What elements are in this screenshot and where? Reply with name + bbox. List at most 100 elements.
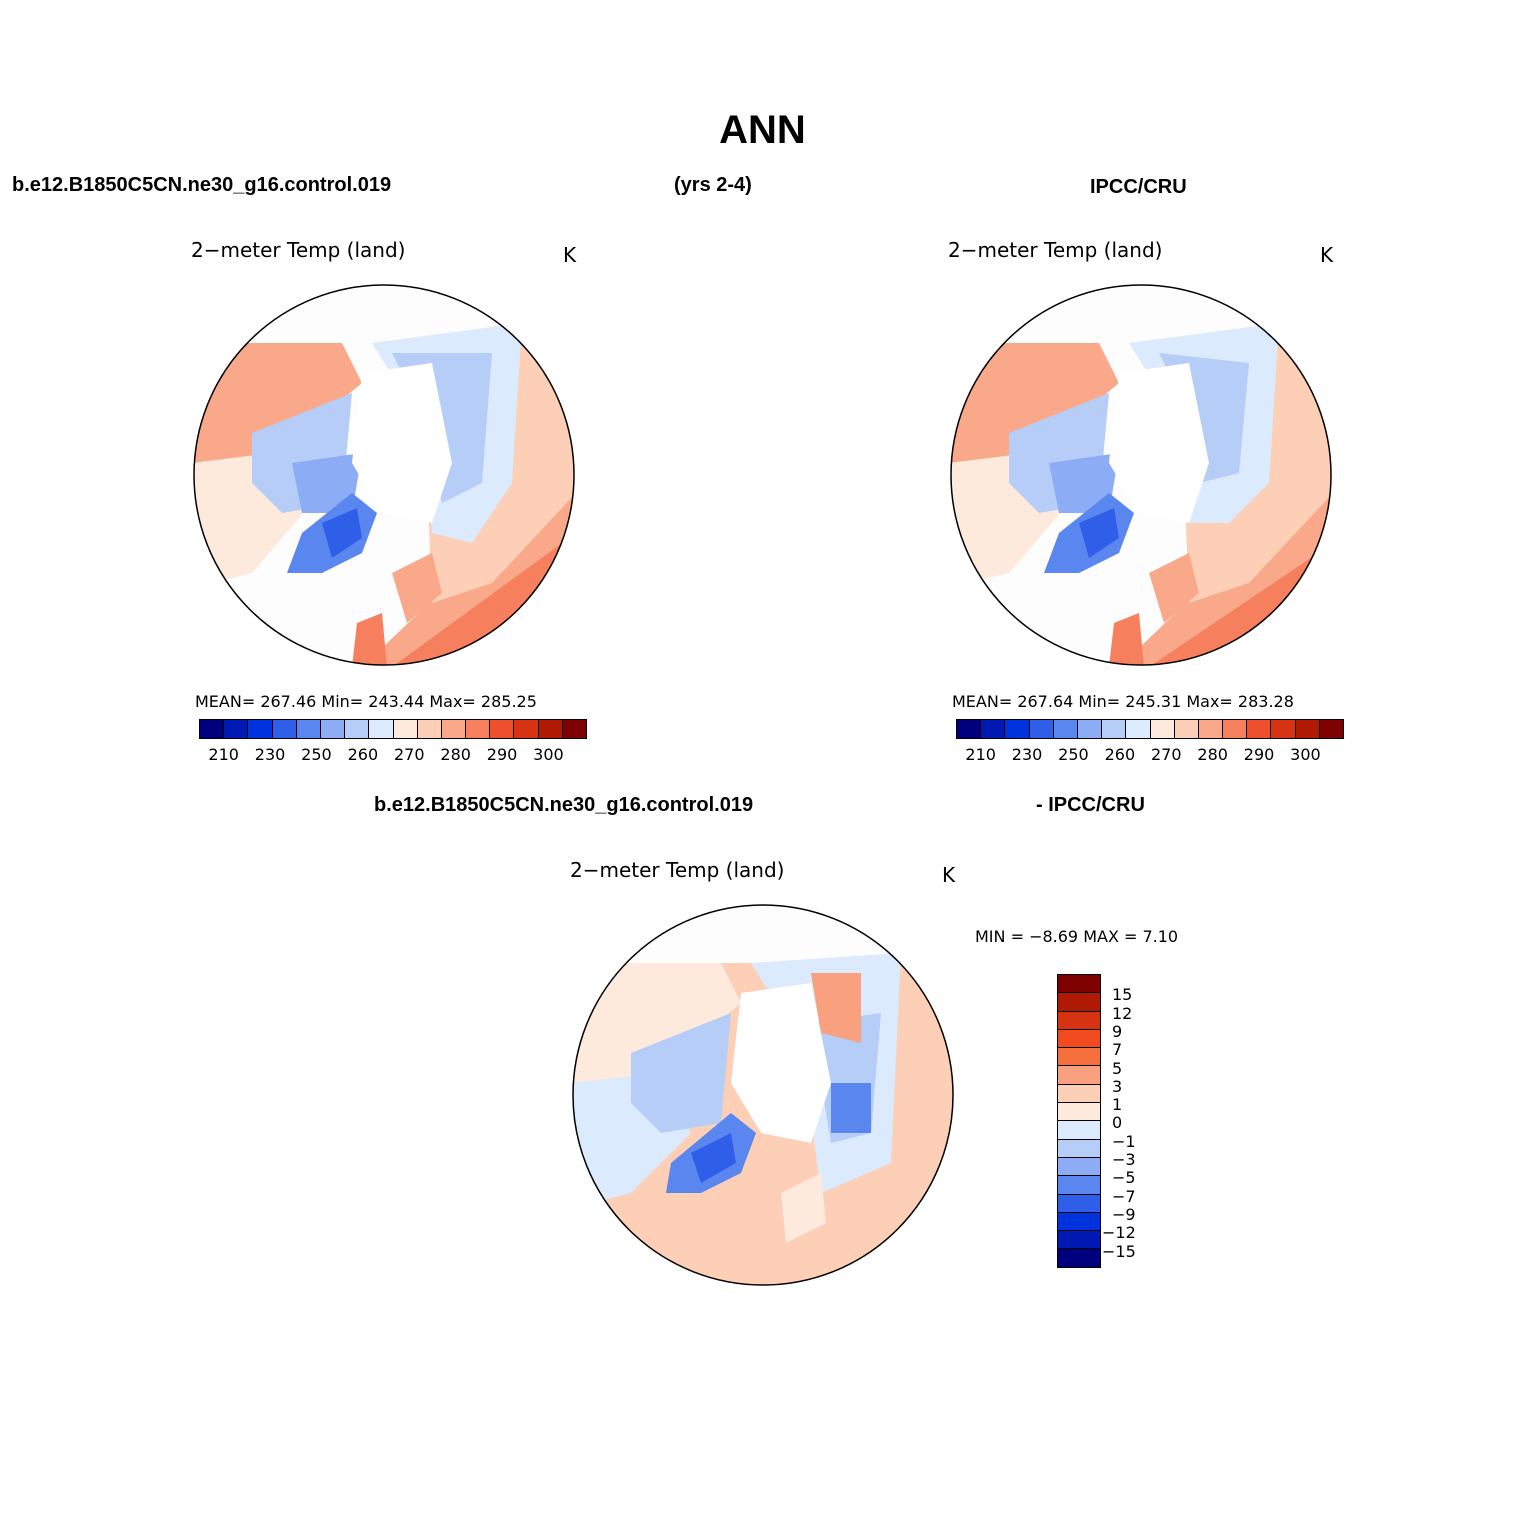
colorbar-swatch [489, 719, 515, 739]
colorbar-tick-label: 5 [1112, 1058, 1123, 1078]
colorbar-tick-label: 12 [1112, 1003, 1133, 1023]
colorbar-swatch [980, 719, 1006, 739]
colorbar-swatch [1222, 719, 1248, 739]
model-panel-units: K [563, 243, 577, 267]
colorbar-tick-label: 250 [1058, 745, 1089, 764]
colorbar-swatch [1028, 719, 1054, 739]
model-case-label: b.e12.B1850C5CN.ne30_g16.control.019 [12, 174, 392, 196]
model-polar-map [193, 284, 575, 666]
obs-polar-map [950, 284, 1332, 666]
colorbar-tick-label: 15 [1112, 985, 1133, 1005]
years-label: (yrs 2-4) [674, 174, 752, 196]
diff-panel-units: K [942, 863, 956, 887]
colorbar-swatch [1270, 719, 1296, 739]
colorbar-swatch [1076, 719, 1103, 739]
colorbar-tick-label: −1 [1112, 1131, 1136, 1151]
colorbar-swatch [368, 719, 394, 739]
colorbar-swatch [1057, 992, 1101, 1012]
diff-polar-map [572, 904, 954, 1286]
colorbar-swatch [537, 719, 563, 739]
colorbar-swatch [271, 719, 297, 739]
colorbar-swatch [1057, 1248, 1101, 1268]
colorbar-tick-label: 250 [301, 745, 332, 764]
obs-panel-stats: MEAN= 267.64 Min= 245.31 Max= 283.28 [952, 692, 1294, 711]
colorbar-swatch [956, 719, 982, 739]
colorbar-tick-label: 270 [393, 745, 425, 764]
colorbar-swatch [1057, 1138, 1101, 1158]
colorbar-swatch [1057, 1230, 1101, 1250]
colorbar-tick-label: 3 [1112, 1076, 1123, 1096]
colorbar-tick-label: 1 [1112, 1095, 1123, 1115]
colorbar-tick-label: 260 [347, 745, 379, 764]
colorbar-tick-label: −3 [1112, 1150, 1136, 1169]
colorbar-tick-label: 210 [965, 745, 996, 764]
diff-panel-title: 2−meter Temp (land) [570, 858, 785, 882]
colorbar-swatch [1057, 1028, 1101, 1049]
colorbar-tick-label: −5 [1112, 1168, 1136, 1188]
colorbar-swatch [1057, 1120, 1101, 1140]
colorbar-swatch [199, 719, 225, 739]
colorbar-swatch [1318, 719, 1344, 739]
colorbar-swatch [1057, 1047, 1101, 1067]
colorbar-swatch [247, 719, 273, 739]
colorbar-swatch [1057, 1083, 1101, 1104]
colorbar-swatch [513, 719, 539, 739]
colorbar-swatch [1149, 719, 1175, 739]
colorbar-tick-label: 300 [533, 745, 564, 764]
colorbar-tick-label: −7 [1112, 1186, 1136, 1206]
colorbar-swatch [1057, 974, 1101, 994]
colorbar-swatch [1057, 1211, 1101, 1232]
colorbar-tick-label: 9 [1112, 1021, 1123, 1041]
figure-title: ANN [719, 108, 806, 152]
colorbar-swatch [319, 719, 346, 739]
colorbar-tick-label: 290 [486, 745, 518, 764]
colorbar-swatch [465, 719, 491, 739]
colorbar-swatch [1197, 719, 1224, 739]
colorbar-tick-label: 270 [1150, 745, 1182, 764]
obs-label: IPCC/CRU [1090, 176, 1187, 198]
colorbar-tick-label: 280 [440, 745, 471, 764]
colorbar-swatch [440, 719, 467, 739]
model-panel-title: 2−meter Temp (land) [191, 238, 406, 262]
diff-case-label: b.e12.B1850C5CN.ne30_g16.control.019 [374, 794, 754, 816]
colorbar-tick-label: 0 [1112, 1113, 1123, 1133]
obs-colorbar [956, 719, 1344, 739]
colorbar-tick-label: 290 [1243, 745, 1275, 764]
colorbar-swatch [1057, 1156, 1101, 1177]
obs-panel-title: 2−meter Temp (land) [948, 238, 1163, 262]
colorbar-swatch [1057, 1102, 1101, 1122]
colorbar-tick-label: 260 [1104, 745, 1136, 764]
colorbar-tick-label: −15 [1102, 1241, 1136, 1261]
colorbar-swatch [1057, 1010, 1101, 1030]
colorbar-swatch [392, 719, 418, 739]
colorbar-swatch [1057, 1175, 1101, 1195]
colorbar-swatch [295, 719, 321, 739]
colorbar-swatch [1294, 719, 1320, 739]
colorbar-swatch [1004, 719, 1030, 739]
obs-panel-units: K [1320, 243, 1334, 267]
colorbar-swatch [344, 719, 370, 739]
colorbar-tick-label: 280 [1197, 745, 1228, 764]
colorbar-tick-label: −9 [1112, 1204, 1136, 1224]
colorbar-tick-label: 300 [1290, 745, 1321, 764]
colorbar-swatch [1057, 1193, 1101, 1213]
colorbar-swatch [223, 719, 249, 739]
colorbar-swatch [1173, 719, 1199, 739]
colorbar-swatch [1057, 1065, 1101, 1085]
colorbar-swatch [416, 719, 442, 739]
colorbar-tick-label: 7 [1112, 1040, 1123, 1060]
model-colorbar [199, 719, 587, 739]
diff-obs-label: - IPCC/CRU [1036, 794, 1145, 816]
colorbar-swatch [1246, 719, 1272, 739]
colorbar-swatch [1101, 719, 1127, 739]
diff-panel-stats: MIN = −8.69 MAX = 7.10 [975, 927, 1179, 946]
model-panel-stats: MEAN= 267.46 Min= 243.44 Max= 285.25 [195, 692, 537, 711]
colorbar-swatch [1052, 719, 1078, 739]
colorbar-tick-label: 230 [1011, 745, 1043, 764]
colorbar-tick-label: −12 [1102, 1223, 1136, 1243]
colorbar-swatch [1125, 719, 1151, 739]
colorbar-swatch [561, 719, 587, 739]
colorbar-tick-label: 210 [208, 745, 239, 764]
colorbar-tick-label: 230 [254, 745, 286, 764]
diff-colorbar [1057, 974, 1101, 1268]
